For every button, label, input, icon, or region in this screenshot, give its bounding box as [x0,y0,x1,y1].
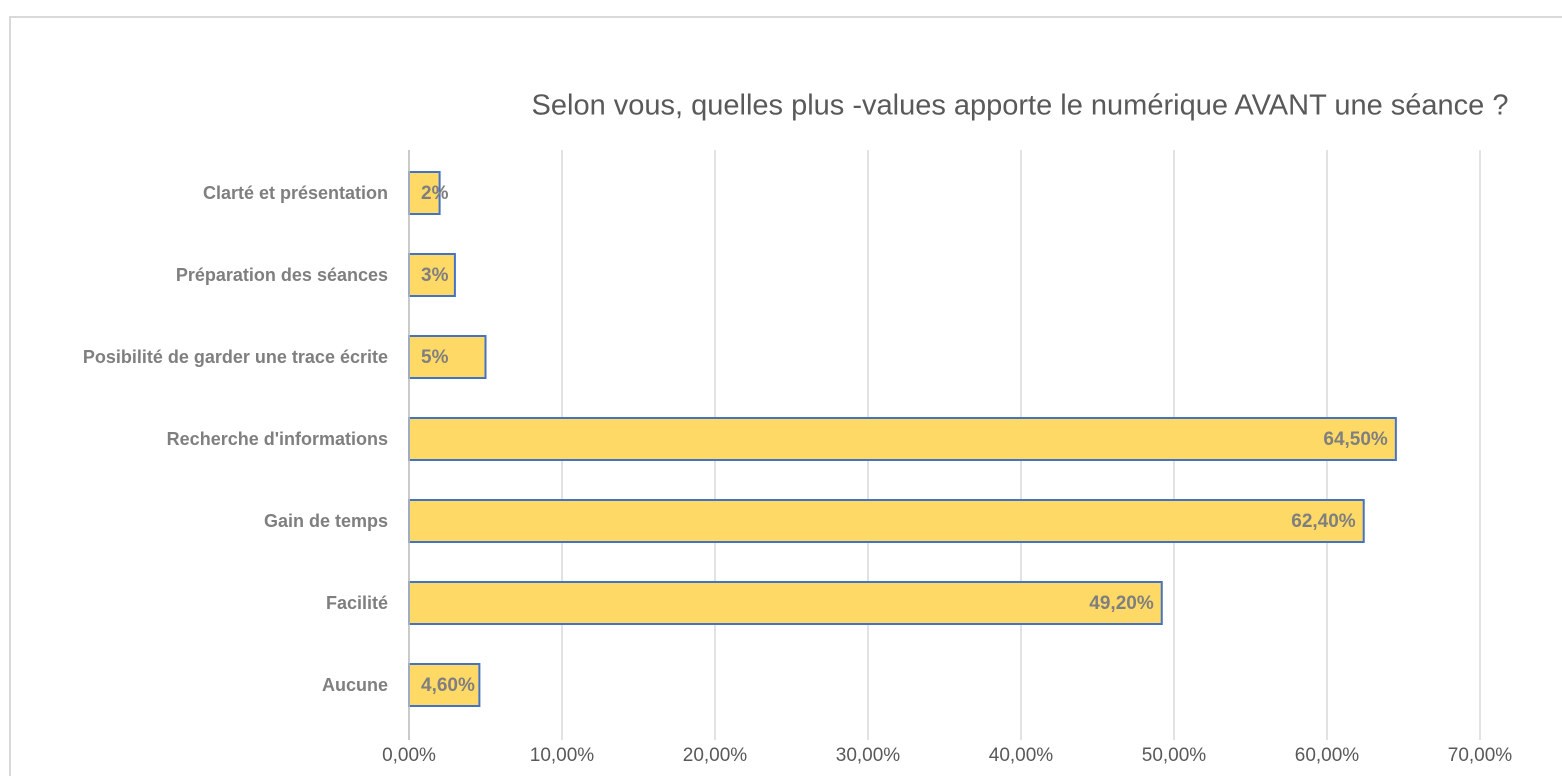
y-tick-label: Recherche d'informations [166,429,388,449]
x-tick-label: 30,00% [836,745,901,766]
chart-title: Selon vous, quelles plus -values apporte… [532,90,1509,122]
data-label: 49,20% [1089,593,1154,614]
x-tick-label: 10,00% [530,745,595,766]
y-tick-label: Posibilité de garder une trace écrite [82,347,388,367]
bar [408,335,487,379]
y-tick-label: Gain de temps [263,511,388,531]
x-tick-label: 70,00% [1448,745,1513,766]
x-tick-label: 40,00% [989,745,1054,766]
bar [408,581,1163,625]
data-label: 5% [421,347,449,368]
data-label: 2% [421,183,449,204]
data-label: 3% [421,265,449,286]
chart-frame [9,16,1562,776]
x-tick-label: 60,00% [1295,745,1360,766]
data-label: 62,40% [1291,511,1356,532]
y-tick-label: Facilité [325,593,388,613]
data-label: 64,50% [1323,429,1388,450]
y-tick-label: Aucune [321,675,388,695]
bar [408,499,1365,543]
y-tick-label: Clarté et présentation [202,183,388,203]
bar [408,417,1397,461]
bar [408,663,481,707]
data-label: 4,60% [421,675,475,696]
x-tick-label: 50,00% [1142,745,1207,766]
x-tick-label: 20,00% [683,745,748,766]
y-tick-label: Préparation des séances [175,265,388,285]
x-tick-label: 0,00% [382,745,436,766]
bar [408,253,456,297]
